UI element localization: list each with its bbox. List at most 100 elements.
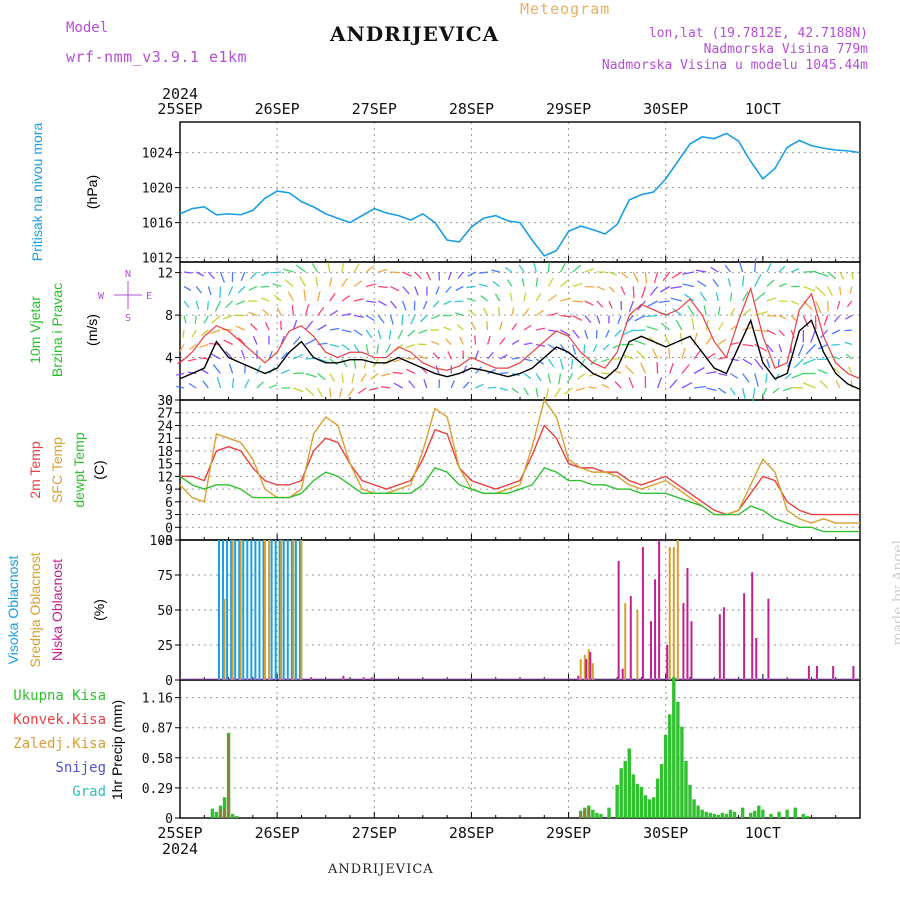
precip-legend-2: Zaledj.Kisa — [13, 736, 106, 752]
wind-arrow — [365, 344, 370, 355]
wind-arrow — [535, 309, 544, 317]
wind-arrow — [547, 261, 551, 273]
wind-arrow — [227, 286, 234, 296]
wind-arrow — [195, 300, 200, 310]
wind-arrow — [382, 358, 391, 366]
precip-bar — [219, 809, 222, 818]
wind-arrow — [377, 329, 382, 340]
wind-arrow — [365, 314, 375, 322]
wind-arrow — [691, 318, 695, 331]
wind-arrow — [341, 262, 345, 273]
wind-arrow — [835, 380, 841, 389]
precip-bar — [761, 809, 765, 818]
precip-bar — [732, 811, 737, 818]
wind-arrow — [474, 350, 480, 360]
wind-arrow — [341, 343, 351, 351]
precip-bar — [740, 807, 745, 818]
y-tick-label: 1024 — [142, 147, 173, 162]
pressure-unit: (hPa) — [84, 175, 100, 209]
wind-arrow — [632, 286, 635, 299]
wind-arrow — [790, 268, 800, 273]
precip-bar — [777, 811, 781, 818]
wind-arrow — [486, 321, 489, 331]
wind-arrow — [742, 373, 750, 383]
y-tick-label: 24 — [157, 419, 173, 434]
wind-arrow — [392, 358, 403, 363]
wind-arrow — [248, 311, 258, 317]
wind-arrow — [827, 286, 833, 297]
wind-arrow — [624, 364, 634, 374]
wind-arrow — [499, 321, 503, 331]
y-tick-label: 1016 — [142, 217, 173, 232]
wind-arrow — [724, 264, 731, 273]
wind-speed-line — [179, 318, 861, 391]
wind-arrow — [183, 315, 187, 324]
wind-arrow — [292, 336, 301, 345]
wind-arrow — [705, 352, 716, 360]
wind-arrow — [620, 271, 629, 279]
wind-arrow — [370, 372, 379, 380]
wind-arrow — [845, 314, 853, 320]
precip-bar — [712, 813, 716, 818]
wind-arrow — [670, 285, 683, 289]
wind-arrow — [456, 323, 464, 331]
wind-arrow — [329, 387, 332, 398]
time-tick-label-top: 30SEP — [643, 100, 688, 118]
wind-arrow — [252, 335, 258, 345]
precip-legend-4: Grad — [72, 784, 106, 800]
wind-arrow — [329, 309, 339, 317]
wind-arrow — [682, 271, 695, 275]
wind-arrow — [637, 300, 646, 311]
wind-arrow — [815, 271, 829, 278]
wind-arrow — [402, 300, 407, 311]
wind-arrow — [681, 347, 686, 360]
wind-arrow — [317, 387, 323, 398]
wind-arrow — [327, 262, 331, 273]
wind-arrow — [430, 314, 440, 320]
wind-arrow — [741, 275, 745, 287]
wind-unit: (m/s) — [84, 314, 100, 346]
wind-arrow — [455, 285, 464, 291]
wind-arrow — [727, 278, 732, 287]
wind-arrow — [347, 387, 355, 397]
wind-arrow — [182, 329, 185, 339]
y-tick-label: 0 — [165, 521, 173, 536]
wind-arrow — [222, 314, 233, 320]
wind-arrow — [329, 373, 336, 383]
wind-arrow — [614, 380, 622, 389]
wind-arrow — [474, 335, 477, 345]
wind-arrow — [273, 294, 282, 302]
precip-bar — [210, 808, 215, 818]
wind-arrow — [778, 314, 787, 320]
wind-arrow — [559, 261, 567, 273]
wind-arrow — [791, 372, 804, 379]
wind-arrow — [547, 358, 555, 368]
wind-arrow — [195, 271, 205, 277]
wind-arrow — [341, 313, 352, 317]
wind-arrow — [833, 367, 841, 374]
wind-arrow — [389, 300, 398, 309]
precip-bar — [676, 701, 680, 818]
wind-arrow — [608, 300, 613, 309]
wind-arrow — [596, 315, 601, 324]
wind-arrow — [572, 314, 583, 322]
precip-bar — [615, 784, 619, 818]
wind-arrow — [671, 271, 683, 279]
wind-arrow — [487, 351, 494, 360]
y-tick-label: 9 — [165, 483, 173, 498]
wind-arrow — [670, 297, 683, 302]
wind-arrow — [188, 382, 197, 389]
temperature-line-2 — [179, 467, 860, 533]
time-tick-label-top: 25SEP — [157, 100, 202, 118]
wind-ylabel-1: 10m Vjetar — [27, 296, 43, 364]
wind-arrow — [805, 344, 816, 355]
wind-arrow — [729, 292, 733, 302]
precip-bar — [757, 805, 761, 818]
wind-arrow — [523, 342, 533, 346]
wind-arrow — [646, 325, 658, 331]
wind-arrow — [802, 315, 809, 328]
wind-arrow — [366, 283, 376, 288]
wind-arrow — [572, 264, 581, 273]
wind-arrow — [839, 271, 845, 280]
wind-arrow — [329, 292, 336, 302]
